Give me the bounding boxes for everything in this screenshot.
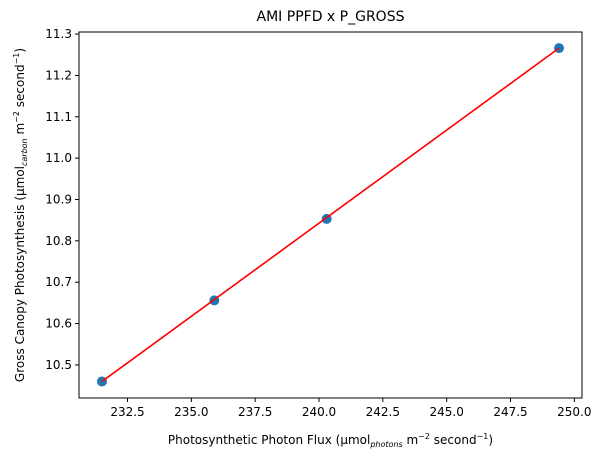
x-tick-label: 237.5	[238, 405, 272, 419]
x-axis-label-prefix: Photosynthetic Photon Flux (µmol	[168, 433, 370, 447]
y-axis-label-sub: carbon	[20, 138, 29, 166]
x-tick-label: 250.0	[557, 405, 591, 419]
x-axis-label-sup1: −2	[418, 432, 430, 441]
y-axis-label: Gross Canopy Photosynthesis (µmolcarbon …	[12, 48, 29, 382]
y-tick-label: 11.2	[45, 68, 72, 82]
y-tick-label: 10.7	[45, 275, 72, 289]
y-axis-label-mid2: second	[13, 64, 27, 111]
x-axis-label: Photosynthetic Photon Flux (µmolphotons …	[168, 432, 493, 449]
x-tick-label: 242.5	[366, 405, 400, 419]
fit-line	[101, 47, 560, 383]
y-tick-label: 10.6	[45, 317, 72, 331]
x-axis-label-sub: photons	[369, 440, 402, 449]
x-axis-label-sup2: −1	[477, 432, 489, 441]
x-axis-label-mid2: second	[430, 433, 477, 447]
x-axis-label-mid: m	[403, 433, 419, 447]
x-tick-label: 235.0	[174, 405, 208, 419]
x-tick-label: 240.0	[302, 405, 336, 419]
x-axis-label-suffix: )	[488, 433, 493, 447]
chart-title: AMI PPFD x P_GROSS	[257, 9, 405, 25]
ticks-layer: 232.5 235.0 237.5 240.0 242.5 245.0 247.5 250.0…	[45, 27, 591, 419]
y-axis-label-suffix: )	[13, 48, 27, 53]
x-tick-label: 245.0	[429, 405, 463, 419]
y-axis-label-sup1: −2	[12, 111, 21, 123]
y-tick-label: 10.5	[45, 358, 72, 372]
y-tick-label: 10.9	[45, 192, 72, 206]
fit-line-layer	[101, 47, 560, 383]
y-axis-label-mid: m	[13, 123, 27, 139]
y-axis-label-sup2: −1	[12, 53, 21, 65]
x-tick-label: 247.5	[493, 405, 527, 419]
y-axis-label-prefix: Gross Canopy Photosynthesis (µmol	[13, 166, 27, 382]
plot-frame	[78, 31, 583, 399]
y-tick-label: 11.1	[45, 110, 72, 124]
y-tick-label: 10.8	[45, 234, 72, 248]
y-tick-label: 11.3	[45, 27, 72, 41]
y-tick-label: 11.0	[45, 151, 72, 165]
x-tick-label: 232.5	[110, 405, 144, 419]
